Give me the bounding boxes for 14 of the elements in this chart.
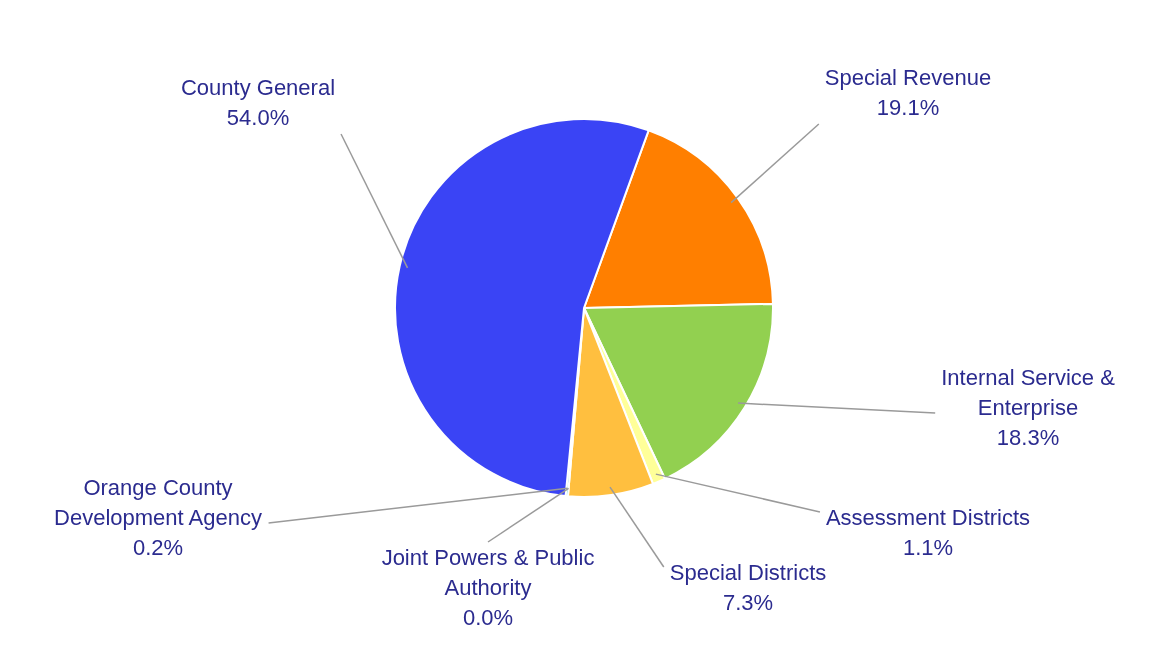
data-label: 54.0% bbox=[226, 105, 290, 131]
text: 0.0% bbox=[462, 605, 514, 631]
slice-label: County General bbox=[180, 75, 336, 101]
data-label: 7.3% bbox=[722, 590, 774, 616]
slice-label: Internal Service & Enterprise bbox=[941, 365, 1116, 421]
slice-label: Orange County Development Agency bbox=[54, 475, 262, 531]
data-label: 1.1% bbox=[902, 535, 954, 561]
slice-label: Assessment Districts bbox=[825, 505, 1031, 531]
category-label: Joint Powers & Public Authority bbox=[381, 545, 595, 601]
data-label: 0.2% bbox=[132, 535, 184, 561]
data-label: 19.1% bbox=[876, 95, 940, 121]
slice-label: Special Revenue bbox=[824, 65, 992, 91]
slice-label: Special Districts bbox=[669, 560, 827, 586]
data-label: 18.3% bbox=[996, 425, 1060, 451]
